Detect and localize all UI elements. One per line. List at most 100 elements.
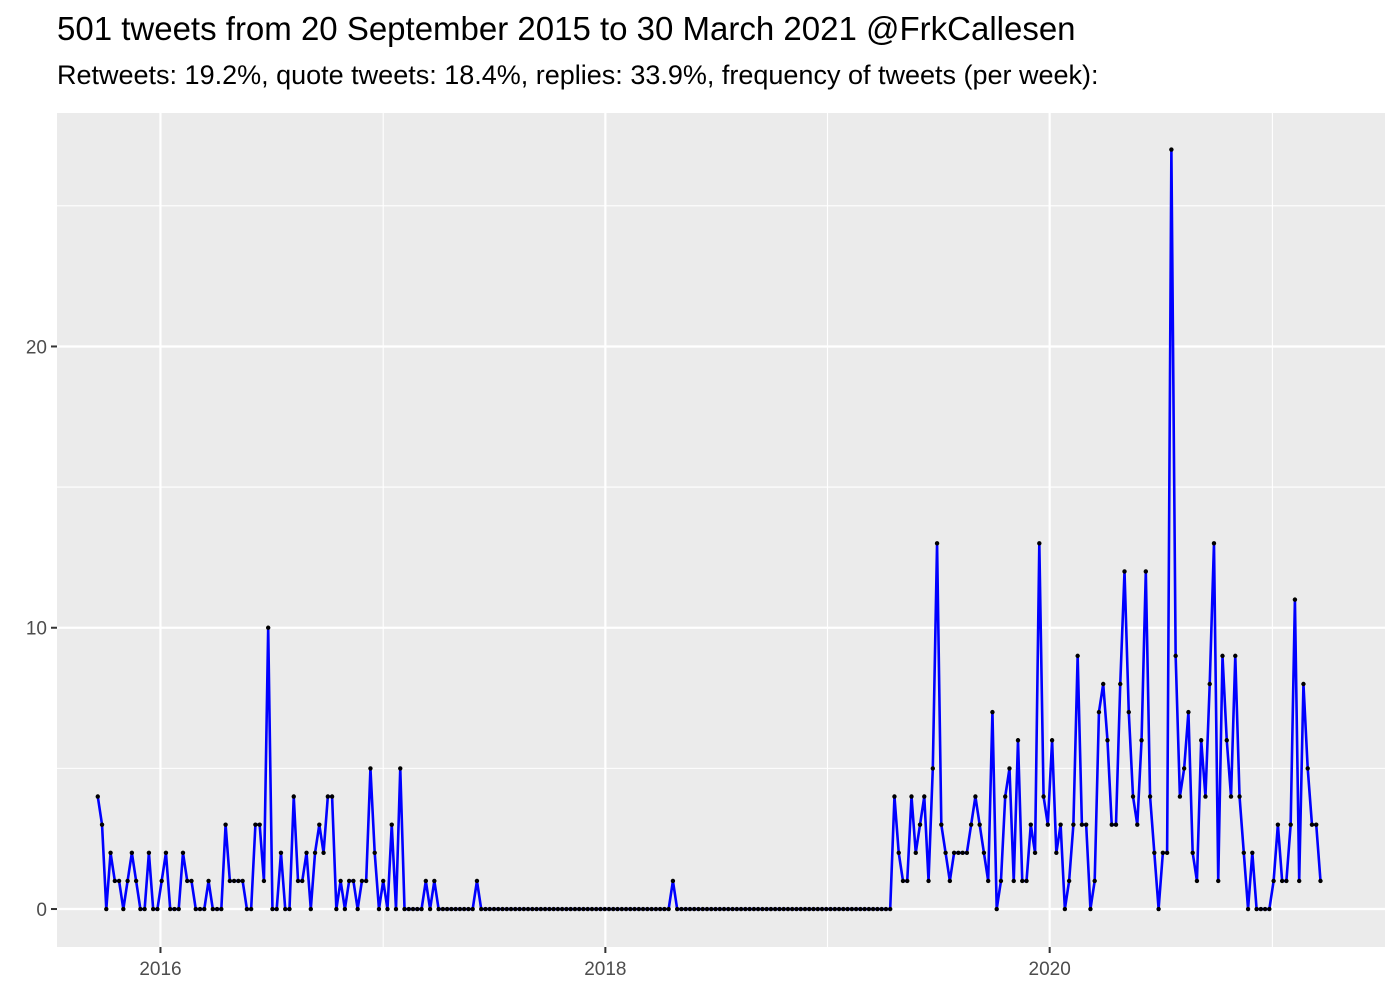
data-point	[236, 878, 241, 884]
data-point	[1071, 822, 1076, 827]
data-point	[1241, 850, 1247, 855]
data-point	[1007, 766, 1012, 771]
data-point	[998, 878, 1004, 884]
data-point	[363, 878, 369, 884]
data-point	[598, 906, 603, 912]
data-point	[321, 850, 326, 855]
data-point	[824, 906, 829, 912]
data-point	[116, 878, 122, 884]
data-point	[973, 794, 978, 799]
chart-subtitle: Retweets: 19.2%, quote tweets: 18.4%, re…	[57, 60, 1099, 90]
data-point	[444, 906, 450, 912]
data-point	[1062, 906, 1068, 912]
data-point	[790, 906, 795, 912]
data-point	[163, 850, 169, 855]
data-point	[870, 906, 876, 912]
data-point	[385, 906, 390, 912]
data-point	[133, 878, 139, 884]
data-point	[589, 906, 595, 912]
data-point	[376, 906, 382, 912]
data-point	[325, 794, 331, 799]
data-point	[1207, 681, 1212, 687]
data-point	[436, 906, 441, 912]
data-point	[406, 906, 411, 912]
data-point	[990, 709, 995, 715]
data-point	[432, 878, 437, 884]
data-point	[819, 906, 825, 912]
data-point	[777, 906, 782, 912]
data-point	[457, 906, 463, 912]
data-point	[1066, 878, 1072, 884]
data-point	[1139, 738, 1144, 743]
data-point	[811, 906, 816, 912]
data-point	[513, 906, 518, 912]
data-point	[1271, 878, 1276, 884]
data-point	[1037, 541, 1042, 546]
data-point	[240, 878, 245, 884]
data-point	[295, 878, 301, 884]
data-point	[1096, 709, 1102, 715]
data-point	[1292, 597, 1298, 602]
data-point	[1092, 878, 1097, 884]
data-point	[1237, 794, 1242, 799]
data-point	[95, 794, 100, 799]
data-point	[381, 878, 386, 884]
data-point	[564, 906, 569, 912]
data-point	[1152, 850, 1157, 855]
data-point	[1045, 822, 1051, 827]
data-point	[491, 906, 497, 912]
data-point	[227, 878, 233, 884]
data-point	[150, 906, 156, 912]
data-point	[623, 906, 629, 912]
data-point	[287, 906, 292, 912]
data-point	[278, 850, 284, 855]
data-point	[713, 906, 718, 912]
data-point	[734, 906, 740, 912]
data-point	[947, 878, 953, 884]
data-point	[960, 850, 965, 855]
data-point	[956, 850, 961, 855]
data-point	[355, 906, 360, 912]
data-point	[342, 906, 348, 912]
data-point	[538, 906, 544, 912]
data-point	[1258, 906, 1264, 912]
data-point	[525, 906, 531, 912]
data-point	[640, 906, 646, 912]
data-point	[223, 822, 228, 827]
axis-layer: 2016 2018 2020 0 10 20	[26, 337, 1071, 980]
data-point	[474, 878, 480, 884]
data-point	[896, 850, 901, 855]
data-point	[657, 906, 663, 912]
data-point	[1015, 738, 1021, 743]
data-point	[398, 766, 403, 771]
data-point	[112, 878, 118, 884]
data-point	[155, 906, 160, 912]
chart-title: 501 tweets from 20 September 2015 to 30 …	[57, 10, 1076, 47]
data-point	[372, 850, 377, 855]
data-point	[943, 850, 948, 855]
data-point	[172, 906, 177, 912]
data-point	[1254, 906, 1259, 912]
data-point	[1267, 906, 1272, 912]
data-point	[768, 906, 774, 912]
data-point	[449, 906, 454, 912]
data-point	[202, 906, 207, 912]
data-point	[470, 906, 475, 912]
data-point	[185, 878, 190, 884]
data-point	[917, 822, 923, 827]
points-layer	[95, 147, 1323, 912]
data-point	[551, 906, 556, 912]
data-point	[189, 878, 194, 884]
data-point	[1228, 794, 1234, 799]
data-point	[121, 906, 126, 912]
data-point	[291, 794, 296, 799]
minor-gridlines	[57, 113, 1385, 947]
data-point	[410, 906, 416, 912]
data-point	[905, 878, 910, 884]
data-point	[1301, 681, 1306, 687]
data-point	[645, 906, 650, 912]
data-point	[849, 906, 855, 912]
data-point	[389, 822, 394, 827]
data-point	[1028, 822, 1033, 827]
